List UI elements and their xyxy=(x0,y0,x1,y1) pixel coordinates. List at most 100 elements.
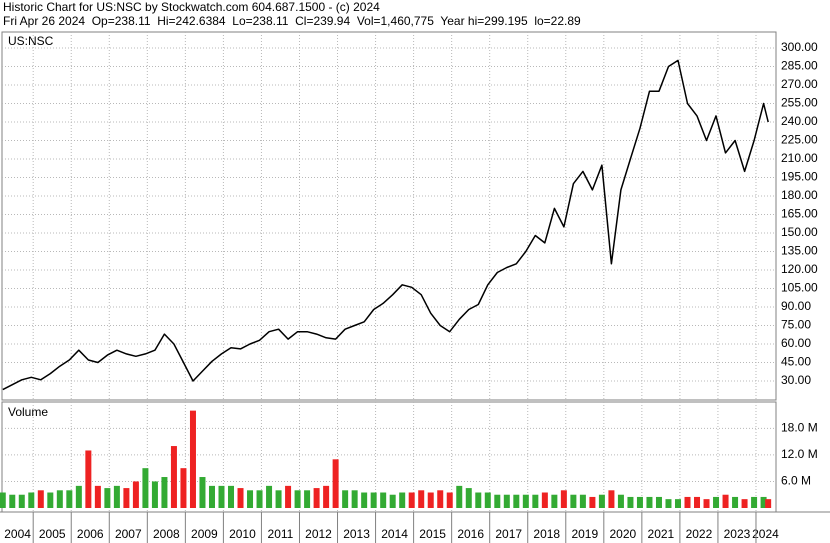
x-tick-label: 2020 xyxy=(609,527,636,541)
x-tick-label: 2008 xyxy=(153,527,180,541)
volume-label: Volume xyxy=(8,405,48,419)
y-tick-label: 45.00 xyxy=(781,355,811,369)
x-tick-label: 2011 xyxy=(268,527,294,541)
x-tick-label: 2007 xyxy=(115,527,142,541)
volume-bar xyxy=(484,492,491,508)
x-tick-label: 2006 xyxy=(77,527,104,541)
volume-bar xyxy=(465,488,472,508)
symbol-label: US:NSC xyxy=(8,34,54,48)
y-tick-label: 210.00 xyxy=(781,151,818,165)
x-tick-label: 2019 xyxy=(571,527,598,541)
y-tick-label: 60.00 xyxy=(781,336,811,350)
volume-bar xyxy=(722,494,729,508)
volume-bar xyxy=(332,459,339,508)
x-tick-label: 2024 xyxy=(752,527,779,541)
volume-bar xyxy=(0,492,6,508)
volume-bar xyxy=(751,496,758,508)
volume-bar xyxy=(674,499,681,508)
volume-bar xyxy=(408,492,415,508)
volume-bar xyxy=(189,410,196,508)
volume-bar xyxy=(684,496,691,508)
volume-bar xyxy=(765,499,772,508)
plot-layer: 30.00 45.00 60.00 75.00 90.00 105.00 120.00 135… xyxy=(0,32,818,543)
volume-bar xyxy=(304,490,311,508)
volume-panel xyxy=(1,401,777,513)
volume-bar xyxy=(151,481,158,508)
volume-bar xyxy=(446,492,453,508)
volume-bar xyxy=(399,492,406,508)
volume-bar xyxy=(56,490,63,508)
volume-bar xyxy=(85,450,92,508)
volume-bar xyxy=(37,490,44,508)
volume-bar xyxy=(275,490,282,508)
y-tick-label: 18.0 M xyxy=(781,421,818,435)
x-tick-label: 2023 xyxy=(724,527,751,541)
volume-bar xyxy=(294,490,301,508)
volume-bar xyxy=(66,490,73,508)
price-line xyxy=(2,59,769,391)
volume-bar xyxy=(351,490,358,508)
volume-bar xyxy=(75,485,82,508)
volume-bar xyxy=(228,485,235,508)
x-tick-label: 2018 xyxy=(533,527,560,541)
y-tick-label: 165.00 xyxy=(781,207,818,221)
y-tick-label: 135.00 xyxy=(781,244,818,258)
volume-bar xyxy=(741,499,748,508)
volume-bar xyxy=(646,496,653,508)
volume-bar xyxy=(532,494,539,508)
y-tick-label: 195.00 xyxy=(781,170,818,184)
volume-bar xyxy=(132,481,139,508)
volume-bar xyxy=(323,485,330,508)
volume-bar xyxy=(47,492,54,508)
volume-bar xyxy=(541,492,548,508)
volume-bar xyxy=(418,490,425,508)
x-tick-label: 2004 xyxy=(4,527,31,541)
volume-bar xyxy=(694,496,701,508)
volume-bar xyxy=(313,488,320,508)
x-tick-label: 2017 xyxy=(495,527,522,541)
volume-bar xyxy=(170,446,177,508)
volume-bar xyxy=(475,492,482,508)
volume-bar xyxy=(570,494,577,508)
x-tick-label: 2010 xyxy=(229,527,256,541)
y-tick-label: 240.00 xyxy=(781,114,818,128)
y-tick-label: 255.00 xyxy=(781,96,818,110)
volume-bar xyxy=(608,490,615,508)
y-tick-label: 90.00 xyxy=(781,299,811,313)
volume-bar xyxy=(456,485,463,508)
volume-bar xyxy=(218,485,225,508)
y-tick-label: 285.00 xyxy=(781,59,818,73)
volume-bar xyxy=(389,494,396,508)
y-tick-label: 270.00 xyxy=(781,77,818,91)
volume-bar xyxy=(161,477,168,508)
volume-bar xyxy=(266,485,273,508)
volume-bar xyxy=(208,485,215,508)
x-tick-label: 2012 xyxy=(305,527,332,541)
y-tick-label: 225.00 xyxy=(781,133,818,147)
volume-bar xyxy=(104,488,111,508)
x-tick-label: 2014 xyxy=(381,527,408,541)
volume-bar xyxy=(513,494,520,508)
x-tick-label: 2022 xyxy=(686,527,713,541)
volume-bar xyxy=(494,494,501,508)
volume-bar xyxy=(9,494,16,508)
volume-bar xyxy=(579,494,586,508)
volume-bar xyxy=(437,490,444,508)
volume-bar xyxy=(760,496,767,508)
volume-bar xyxy=(237,488,244,508)
y-tick-label: 75.00 xyxy=(781,318,811,332)
chart-title: Historic Chart for US:NSC by Stockwatch.… xyxy=(3,0,380,14)
volume-bar xyxy=(361,492,368,508)
volume-bar xyxy=(617,494,624,508)
volume-bar xyxy=(598,494,605,508)
y-tick-label: 120.00 xyxy=(781,262,818,276)
volume-bar xyxy=(665,499,672,508)
volume-bar xyxy=(380,492,387,508)
x-tick-label: 2016 xyxy=(457,527,484,541)
volume-bar xyxy=(113,485,120,508)
volume-bar xyxy=(28,492,35,508)
volume-bar xyxy=(627,496,634,508)
quote-line: Fri Apr 26 2024 Op=238.11 Hi=242.6384 Lo… xyxy=(3,14,581,28)
volume-bar xyxy=(560,490,567,508)
